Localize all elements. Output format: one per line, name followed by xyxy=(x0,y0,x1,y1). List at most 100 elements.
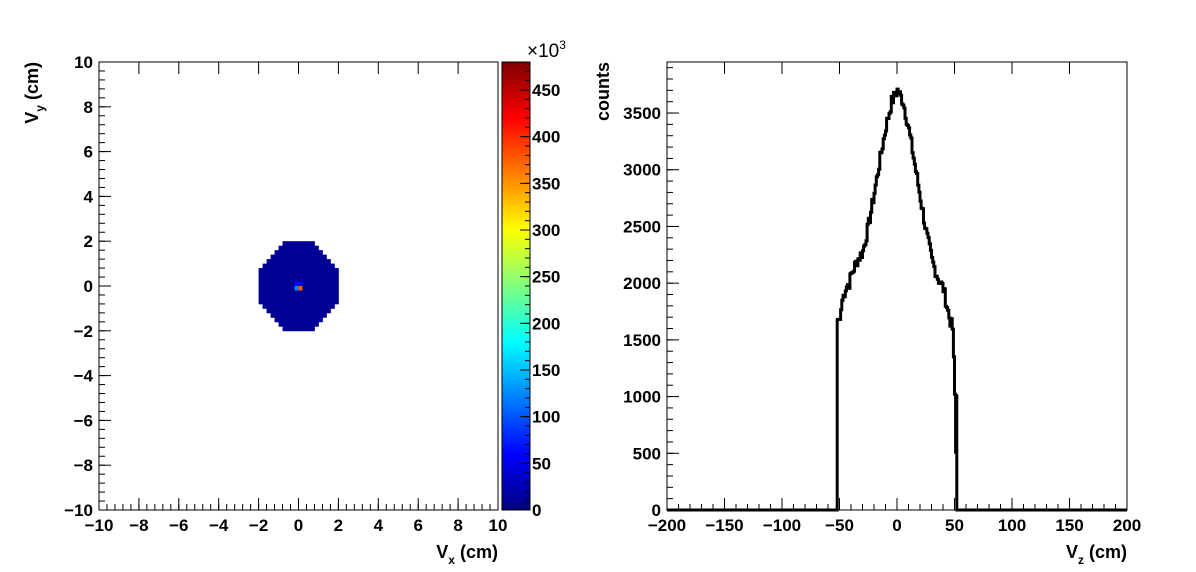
heatmap-bin xyxy=(314,263,319,269)
heatmap-bin xyxy=(278,321,283,327)
y-tick-label: 3000 xyxy=(623,161,661,180)
heatmap-bin xyxy=(290,259,295,264)
heatmap-bin xyxy=(266,277,271,282)
colorbar-tick-label: 350 xyxy=(532,174,560,193)
heatmap-bin xyxy=(298,272,303,278)
y-tick-label: −2 xyxy=(74,322,93,341)
heatmap-hot-bin xyxy=(294,286,299,291)
heatmap-bin xyxy=(290,317,295,323)
heatmap-bin xyxy=(306,277,311,282)
heatmap-bin xyxy=(274,290,279,296)
heatmap-bin xyxy=(310,299,315,305)
heatmap-bin xyxy=(330,281,335,287)
heatmap-bin xyxy=(286,303,291,309)
heatmap-bin xyxy=(274,259,279,264)
heatmap-bins xyxy=(258,241,339,332)
heatmap-bin xyxy=(294,254,299,260)
heatmap-x-axis-title: Vx (cm) xyxy=(436,542,498,567)
heatmap-bin xyxy=(294,241,299,247)
heatmap-bin xyxy=(274,281,279,287)
heatmap-bin xyxy=(282,254,287,260)
heatmap-bin xyxy=(286,290,291,296)
heatmap-y-axis-title: Vy (cm) xyxy=(22,62,47,124)
x-tick-label: −8 xyxy=(129,516,148,535)
heatmap-bin xyxy=(286,259,291,264)
histogram-plot-frame xyxy=(666,61,1128,511)
heatmap-hot-bin xyxy=(298,281,303,286)
heatmap-bin xyxy=(314,254,319,260)
heatmap-bin xyxy=(282,263,287,269)
heatmap-bin xyxy=(282,272,287,278)
heatmap-bin xyxy=(282,321,287,327)
heatmap-bin xyxy=(294,299,299,305)
heatmap-bin xyxy=(282,312,287,318)
heatmap-bin xyxy=(318,268,323,273)
heatmap-bin xyxy=(298,308,303,314)
heatmap-bin xyxy=(318,263,323,269)
heatmap-bin xyxy=(274,272,279,278)
heatmap-bin xyxy=(326,272,331,278)
heatmap-bin xyxy=(298,250,303,256)
heatmap-bin xyxy=(258,290,263,296)
colorbar-multiplier: ×103 xyxy=(527,38,566,62)
heatmap-bin xyxy=(302,286,307,291)
heatmap-hot-bin xyxy=(294,281,299,286)
heatmap-bin xyxy=(326,268,331,273)
heatmap-bin xyxy=(282,326,287,332)
heatmap-bin xyxy=(322,299,327,305)
heatmap-bin xyxy=(282,281,287,287)
heatmap-bin xyxy=(270,254,275,260)
heatmap-bin xyxy=(298,241,303,247)
heatmap-bin xyxy=(290,326,295,332)
heatmap-bin xyxy=(278,308,283,314)
heatmap-bin xyxy=(278,245,283,251)
heatmap-bin xyxy=(282,303,287,309)
heatmap-bin xyxy=(270,303,275,309)
x-tick-label: −150 xyxy=(705,516,743,535)
heatmap-bin xyxy=(262,303,267,309)
heatmap-bin xyxy=(306,268,311,273)
heatmap-bin xyxy=(310,259,315,264)
heatmap-bin xyxy=(266,303,271,309)
heatmap-bin xyxy=(298,299,303,305)
x-tick-label: 150 xyxy=(1055,516,1083,535)
heatmap-bin xyxy=(278,312,283,318)
colorbar-tick-label: 300 xyxy=(532,221,560,240)
heatmap-bin xyxy=(282,294,287,300)
heatmap-bin xyxy=(274,294,279,300)
heatmap-bin xyxy=(306,272,311,278)
heatmap-bin xyxy=(310,317,315,323)
x-tick-label: 0 xyxy=(892,516,901,535)
heatmap-bin xyxy=(282,286,287,291)
heatmap-bin xyxy=(266,299,271,305)
y-tick-label: 4 xyxy=(84,187,94,206)
heatmap-bin xyxy=(270,281,275,287)
heatmap-bin xyxy=(294,277,299,282)
heatmap-bin xyxy=(330,272,335,278)
heatmap-bin xyxy=(270,277,275,282)
heatmap-bin xyxy=(286,326,291,332)
heatmap-bin xyxy=(318,317,323,323)
heatmap-bin xyxy=(322,272,327,278)
heatmap-bin xyxy=(286,299,291,305)
heatmap-bin xyxy=(314,259,319,264)
heatmap-bin xyxy=(318,277,323,282)
heatmap-bin xyxy=(310,281,315,287)
x-tick-label: −200 xyxy=(648,516,686,535)
heatmap-bin xyxy=(322,308,327,314)
heatmap-bin xyxy=(282,290,287,296)
heatmap-bin xyxy=(314,290,319,296)
heatmap-bin xyxy=(302,312,307,318)
heatmap-bin xyxy=(258,286,263,291)
heatmap-bin xyxy=(262,281,267,287)
heatmap-bin xyxy=(306,286,311,291)
y-tick-label: 6 xyxy=(84,143,93,162)
heatmap-bin xyxy=(266,286,271,291)
heatmap-bin xyxy=(306,317,311,323)
heatmap-bin xyxy=(294,290,299,296)
heatmap-bin xyxy=(294,268,299,273)
heatmap-bin xyxy=(326,281,331,287)
heatmap-bin xyxy=(310,245,315,251)
heatmap-bin xyxy=(322,290,327,296)
heatmap-bin xyxy=(286,268,291,273)
